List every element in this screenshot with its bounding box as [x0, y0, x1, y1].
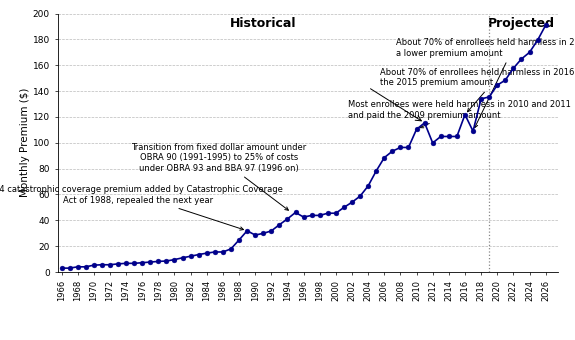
Text: Historical: Historical [230, 17, 297, 31]
Text: $4 catastrophic coverage premium added by Catastrophic Coverage
Act of 1988, rep: $4 catastrophic coverage premium added b… [0, 185, 283, 230]
Text: Transition from fixed dollar amount under
OBRA 90 (1991-1995) to 25% of costs
un: Transition from fixed dollar amount unde… [131, 143, 306, 210]
Text: Projected: Projected [488, 17, 555, 31]
Text: About 70% of enrollees held harmless in 2016 and paid
the 2015 premium amount: About 70% of enrollees held harmless in … [380, 68, 575, 112]
Y-axis label: Monthly Premium ($): Monthly Premium ($) [20, 88, 30, 198]
Text: About 70% of enrollees held harmless in 2017 and paid
a lower premium amount: About 70% of enrollees held harmless in … [396, 38, 575, 128]
Text: Most enrollees were held harmless in 2010 and 2011
and paid the 2009 premium amo: Most enrollees were held harmless in 201… [348, 100, 571, 128]
